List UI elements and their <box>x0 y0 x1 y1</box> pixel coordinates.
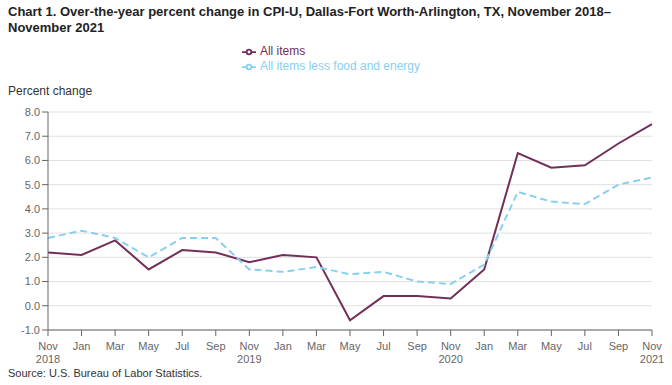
svg-text:7.0: 7.0 <box>25 130 40 142</box>
svg-text:Jul: Jul <box>377 340 391 352</box>
svg-text:Nov2021: Nov2021 <box>640 340 664 365</box>
svg-text:Jan: Jan <box>73 340 91 352</box>
svg-text:1.0: 1.0 <box>25 275 40 287</box>
svg-text:5.0: 5.0 <box>25 179 40 191</box>
svg-text:Sep: Sep <box>609 340 629 352</box>
html-text:All items less food and energy: All items less food and energy <box>260 58 420 73</box>
svg-text:Sep: Sep <box>407 340 427 352</box>
svg-text:Jan: Jan <box>475 340 493 352</box>
svg-text:0.0: 0.0 <box>25 300 40 312</box>
svg-text:Sep: Sep <box>206 340 226 352</box>
svg-text:Mar: Mar <box>307 340 326 352</box>
svg-text:Mar: Mar <box>508 340 527 352</box>
svg-text:6.0: 6.0 <box>25 154 40 166</box>
svg-text:Mar: Mar <box>106 340 125 352</box>
svg-text:8.0: 8.0 <box>25 106 40 118</box>
svg-text:Nov2018: Nov2018 <box>36 340 60 365</box>
svg-text:Jul: Jul <box>175 340 189 352</box>
svg-text:3.0: 3.0 <box>25 227 40 239</box>
svg-text:-1.0: -1.0 <box>21 324 40 336</box>
svg-text:May: May <box>340 340 361 352</box>
svg-text:4.0: 4.0 <box>25 203 40 215</box>
html-text:Chart 1. Over-the-year percent: Chart 1. Over-the-year percent change in… <box>8 4 611 35</box>
svg-text:May: May <box>138 340 159 352</box>
html-text:Source: U.S. Bureau of Labor S: Source: U.S. Bureau of Labor Statistics. <box>8 367 203 379</box>
html-text:All items: All items <box>260 44 306 58</box>
svg-text:Nov2019: Nov2019 <box>237 340 261 365</box>
html-text:Percent change: Percent change <box>8 84 93 98</box>
svg-text:May: May <box>541 340 562 352</box>
svg-text:Jan: Jan <box>274 340 292 352</box>
svg-text:Jul: Jul <box>578 340 592 352</box>
svg-text:Nov2020: Nov2020 <box>438 340 462 365</box>
svg-text:2.0: 2.0 <box>25 251 40 263</box>
